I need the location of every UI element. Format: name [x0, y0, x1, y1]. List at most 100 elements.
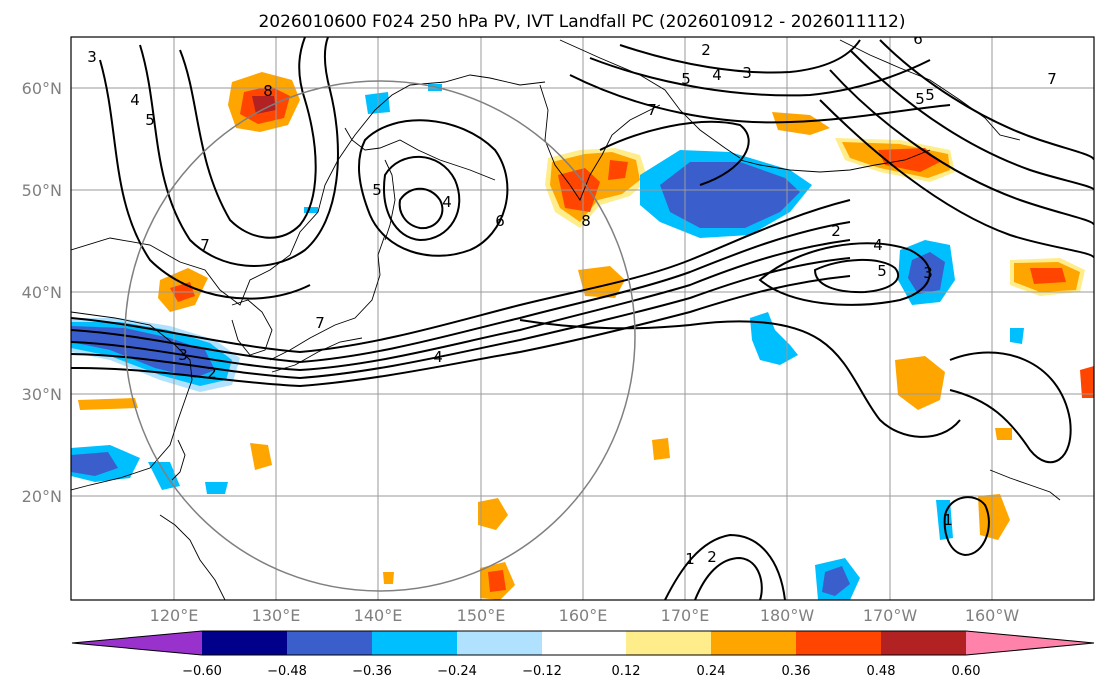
contour-cutoff-2 [813, 259, 900, 294]
contour-jet-1 [71, 199, 851, 354]
colorbar-segment-0 [72, 631, 202, 655]
lat-label: 30°N [22, 385, 62, 404]
contour-label: 8 [581, 212, 591, 230]
coast-japan [269, 234, 386, 361]
contour-label-group: 3 4 5 7 8 5 4 6 2 5 4 3 7 5 7 3 2 4 8 6 … [87, 30, 1057, 568]
coastlines [71, 39, 1061, 600]
contour-label: 4 [712, 66, 722, 84]
warm-anomaly-south-1 [478, 498, 508, 530]
contour-label: 4 [873, 236, 883, 254]
coast-asia-mainland [71, 74, 546, 306]
colorbar-segment-2 [287, 631, 372, 655]
cool-anomaly-jet-core [660, 162, 800, 228]
warm-anomaly-west-strip [78, 398, 138, 410]
coast-taiwan [171, 439, 186, 481]
contour-loop-east [949, 351, 1072, 464]
lon-label: 120°E [150, 606, 199, 625]
colorbar-segment-5 [542, 631, 626, 655]
contour-label: 3 [87, 48, 97, 66]
colorbar-tick-label: 0.24 [697, 664, 726, 679]
colorbar-segment-3 [372, 631, 457, 655]
coast-aleutians [739, 149, 931, 173]
contour-label: 7 [1047, 70, 1057, 88]
contour-ridge-2 [139, 37, 339, 267]
colorbar-segment-4 [457, 631, 542, 655]
lon-label: 160°W [965, 606, 1020, 625]
contour-ridge-1 [179, 37, 317, 239]
contour-jet-3 [71, 239, 851, 372]
contour-east-high-2 [849, 49, 1094, 191]
contour-label: 2 [707, 548, 717, 566]
contour-label: 5 [372, 181, 382, 199]
coast-philippines [159, 514, 226, 600]
lat-label: 40°N [22, 283, 62, 302]
contour-label: 7 [200, 236, 210, 254]
warm-anomaly-bering-core2 [608, 160, 628, 180]
contour-label: 2 [831, 222, 841, 240]
contour-jet-5 [71, 275, 851, 388]
colorbar-segment-8 [796, 631, 881, 655]
contour-label: 7 [647, 101, 657, 119]
warm-anomaly-south-2-core [488, 570, 506, 592]
coast-hawaii [989, 469, 1061, 501]
contour-south-loop [943, 496, 990, 557]
warm-anomaly-small-2 [383, 572, 394, 584]
lat-label: 60°N [22, 79, 62, 98]
contour-label: 3 [923, 264, 933, 282]
warm-anomaly-south-4 [250, 443, 272, 470]
contour-label: 5 [681, 70, 691, 88]
colorbar-ticks: −0.60 −0.48 −0.36 −0.24 −0.12 0.12 0.24 … [182, 664, 980, 679]
cool-anomaly-mid-pac [750, 312, 798, 365]
lon-label: 150°E [457, 606, 506, 625]
pv-contours [71, 37, 1094, 600]
contour-low-3 [398, 187, 444, 230]
lon-label: 140°E [354, 606, 403, 625]
colorbar-outline [71, 630, 1095, 656]
lat-label: 50°N [22, 181, 62, 200]
colorbar-tick-label: −0.48 [267, 664, 307, 679]
contour-label: 2 [701, 41, 711, 59]
colorbar-tick-label: 0.60 [952, 664, 981, 679]
contour-label: 4 [433, 348, 443, 366]
lon-label: 170°E [661, 606, 710, 625]
colorbar-segment-10 [966, 631, 1094, 655]
contour-label: 1 [943, 511, 953, 529]
cool-anomaly-small-5 [1010, 328, 1024, 344]
contour-east-high [879, 39, 1094, 161]
contour-pacific-long [519, 319, 961, 438]
contour-label: 4 [130, 91, 140, 109]
colorbar-tick-label: −0.12 [522, 664, 562, 679]
longitude-labels: 120°E 130°E 140°E 150°E 160°E 170°E 180°… [150, 606, 1020, 625]
warm-anomaly-east-core [1030, 268, 1066, 284]
contour-label: 7 [315, 314, 325, 332]
colorbar-tick-label: 0.48 [867, 664, 896, 679]
cool-anomaly-south-east-core [822, 566, 850, 596]
colorbar-tick-label: 0.12 [612, 664, 641, 679]
contour-label: 4 [442, 193, 452, 211]
colorbar-segment-7 [711, 631, 796, 655]
colorbar: −0.60 −0.48 −0.36 −0.24 −0.12 0.12 0.24 … [71, 630, 1095, 679]
cool-anomaly-east-pac-core [908, 252, 945, 294]
colorbar-tick-label: 0.36 [782, 664, 811, 679]
anomaly-shading [71, 72, 1094, 600]
lon-label: 180°W [760, 606, 815, 625]
colorbar-tick-label: −0.24 [437, 664, 477, 679]
cool-anomaly-small-7 [304, 207, 318, 213]
contour-ridge-3 [99, 59, 311, 300]
contour-label: 5 [925, 86, 935, 104]
contour-label: 6 [913, 30, 923, 48]
coast-kamchatka [539, 84, 661, 201]
contour-label: 1 [685, 550, 695, 568]
contour-label: 6 [495, 212, 505, 230]
lon-label: 130°E [252, 606, 301, 625]
warm-anomaly-small-1 [995, 428, 1012, 440]
contour-south-1 [664, 533, 786, 600]
figure-title: 2026010600 F024 250 hPa PV, IVT Landfall… [258, 12, 905, 32]
map-area: 3 4 5 7 8 5 4 6 2 5 4 3 7 5 7 3 2 4 8 6 … [71, 30, 1094, 600]
coast-korea [231, 299, 273, 356]
coast-okhotsk [344, 127, 496, 181]
contour-label: 3 [178, 346, 188, 364]
contour-label: 5 [145, 111, 155, 129]
landfall-region-circle [124, 80, 636, 592]
